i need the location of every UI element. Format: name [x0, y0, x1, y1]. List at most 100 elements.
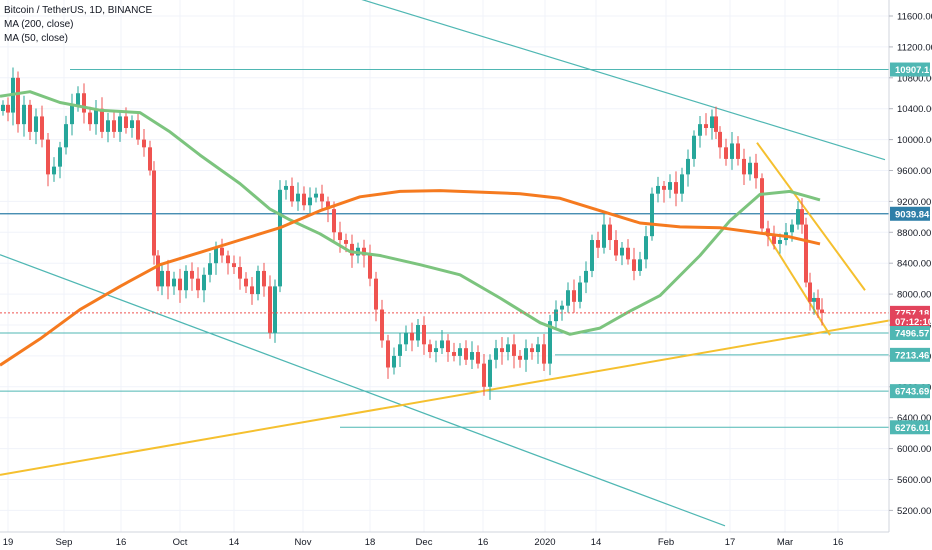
- x-tick-label: Oct: [173, 537, 188, 548]
- candle-body: [542, 344, 546, 364]
- candle-body: [152, 170, 156, 256]
- channel-line: [361, 0, 886, 161]
- candle-body: [76, 93, 80, 105]
- x-tick-label: 16: [116, 537, 127, 548]
- candle-body: [790, 224, 794, 233]
- candle-body: [232, 263, 236, 268]
- candle-body: [804, 224, 808, 283]
- price-tag-box: [890, 206, 930, 221]
- price-tag-box: [890, 347, 930, 362]
- candle-body: [754, 162, 758, 179]
- candle-body: [380, 309, 384, 341]
- candle-body: [446, 340, 450, 353]
- price-tag-label: 6276.01: [895, 423, 930, 434]
- candle-body: [536, 344, 540, 353]
- y-tick-label: 9600.00: [897, 166, 931, 177]
- chart-legend: Bitcoin / TetherUS, 1D, BINANCE MA (200,…: [4, 4, 152, 46]
- candle-body: [16, 77, 20, 125]
- candle-body: [742, 158, 746, 175]
- candle-body: [392, 355, 396, 368]
- candle-body: [608, 224, 612, 241]
- candle-body: [548, 321, 552, 364]
- candle-body: [674, 182, 678, 194]
- candle-body: [368, 255, 372, 279]
- candle-body: [422, 325, 426, 345]
- price-tag-label: 7496.57: [895, 328, 929, 339]
- candle-body: [100, 108, 104, 132]
- x-tick-label: 16: [833, 537, 844, 548]
- candle-body: [46, 139, 50, 175]
- y-tick-label: 6400.00: [897, 413, 931, 424]
- candle-body: [278, 189, 282, 287]
- candle-body: [560, 305, 564, 310]
- candle-body: [326, 201, 330, 210]
- candle-body: [730, 143, 734, 159]
- y-tick-label: 9200.00: [897, 197, 931, 208]
- y-tick-label: 8400.00: [897, 259, 931, 270]
- candle-body: [350, 243, 354, 256]
- candle-body: [244, 278, 248, 287]
- legend-ma200[interactable]: MA (200, close): [4, 19, 74, 30]
- candle-body: [184, 270, 188, 291]
- y-tick-label: 5600.00: [897, 475, 931, 486]
- candle-body: [338, 232, 342, 241]
- price-tag-box: [890, 314, 930, 329]
- candle-body: [816, 297, 820, 310]
- price-tag-label: 10907.16: [895, 65, 932, 76]
- candle-body: [820, 309, 824, 313]
- x-tick-label: Sep: [56, 537, 73, 548]
- candle-body: [70, 104, 74, 125]
- x-tick-label: Mar: [777, 537, 793, 548]
- candle-body: [238, 267, 242, 279]
- candle-body: [344, 240, 348, 244]
- candle-body: [262, 270, 266, 287]
- price-tag-box: [890, 62, 930, 77]
- candle-body: [290, 185, 294, 202]
- candle-body: [710, 116, 714, 129]
- y-tick-label: 5200.00: [897, 506, 931, 517]
- channel-line: [0, 254, 726, 527]
- candle-body: [214, 247, 218, 264]
- candle-body: [518, 355, 522, 360]
- trend-line: [756, 142, 866, 291]
- candle-body: [106, 120, 110, 132]
- candle-body: [398, 344, 402, 356]
- candle-body: [796, 209, 800, 225]
- candle-body: [28, 104, 32, 132]
- candle-body: [698, 124, 702, 136]
- candle-body: [208, 263, 212, 275]
- ma200-line: [0, 189, 821, 367]
- candle-body: [602, 224, 606, 248]
- y-tick-label: 8800.00: [897, 228, 931, 239]
- candle-body: [524, 348, 528, 360]
- candle-body: [332, 209, 336, 233]
- candle-body: [142, 139, 146, 148]
- legend-ma50[interactable]: MA (50, close): [4, 33, 68, 44]
- x-tick-label: 14: [591, 537, 602, 548]
- candle-body: [52, 166, 56, 175]
- candle-body: [156, 255, 160, 287]
- candle-body: [808, 282, 812, 302]
- candle-body: [416, 325, 420, 341]
- time-axis[interactable]: 19 Sep 16 Oct 14 Nov 18 Dec 16 2020 14 Feb 17 Mar 16: [3, 537, 844, 548]
- candle-body: [800, 209, 804, 225]
- x-tick-label: Dec: [416, 537, 433, 548]
- legend-symbol[interactable]: Bitcoin / TetherUS, 1D, BINANCE: [4, 5, 153, 16]
- x-tick-label: 2020: [534, 537, 555, 548]
- candle-body: [714, 116, 718, 132]
- candle-body: [6, 104, 10, 113]
- candle-body: [470, 352, 474, 360]
- candle-body: [256, 270, 260, 295]
- y-tick-label: 11200.00: [897, 42, 932, 53]
- candle-body: [632, 259, 636, 271]
- x-tick-label: 19: [3, 537, 14, 548]
- candle-body: [512, 344, 516, 356]
- candle-body: [650, 193, 654, 237]
- candle-body: [196, 278, 200, 291]
- candle-body: [34, 116, 38, 132]
- candle-body: [22, 104, 26, 125]
- candle-body: [680, 174, 684, 194]
- candle-body: [596, 240, 600, 248]
